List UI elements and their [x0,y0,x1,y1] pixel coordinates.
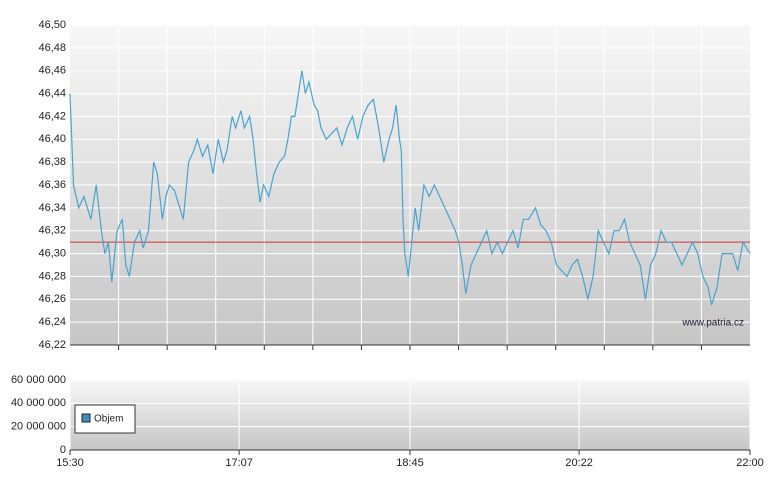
price-line [69,70,751,306]
y-tick-label: 46,24 [38,316,66,328]
y-tick-label: 46,22 [38,339,66,351]
y-tick-label: 40 000 000 [11,397,66,409]
y-tick-label: 0 [60,444,66,456]
x-tick-label: 18:45 [396,457,424,469]
y-tick-label: 46,30 [38,247,66,259]
legend-swatch [81,413,91,423]
y-tick-label: 46,46 [38,65,66,77]
watermark: www.patria.cz [681,318,744,329]
x-tick-label: 15:30 [56,457,84,469]
y-tick-label: 20 000 000 [11,421,66,433]
y-tick-label: 60 000 000 [11,374,66,386]
legend-label: Objem [94,414,123,425]
y-tick-label: 46,28 [38,270,66,282]
y-tick-label: 46,38 [38,156,66,168]
x-tick-label: 17:07 [225,457,253,469]
y-tick-label: 46,44 [38,87,66,99]
x-tick-label: 20:22 [565,457,593,469]
y-tick-label: 46,50 [38,19,66,31]
y-tick-label: 46,48 [38,42,66,54]
y-tick-label: 46,42 [38,110,66,122]
y-tick-label: 46,40 [38,133,66,145]
y-tick-label: 46,36 [38,179,66,191]
y-tick-label: 46,26 [38,293,66,305]
y-tick-label: 46,34 [38,202,66,214]
y-tick-label: 46,32 [38,225,66,237]
x-tick-label: 22:00 [736,457,764,469]
